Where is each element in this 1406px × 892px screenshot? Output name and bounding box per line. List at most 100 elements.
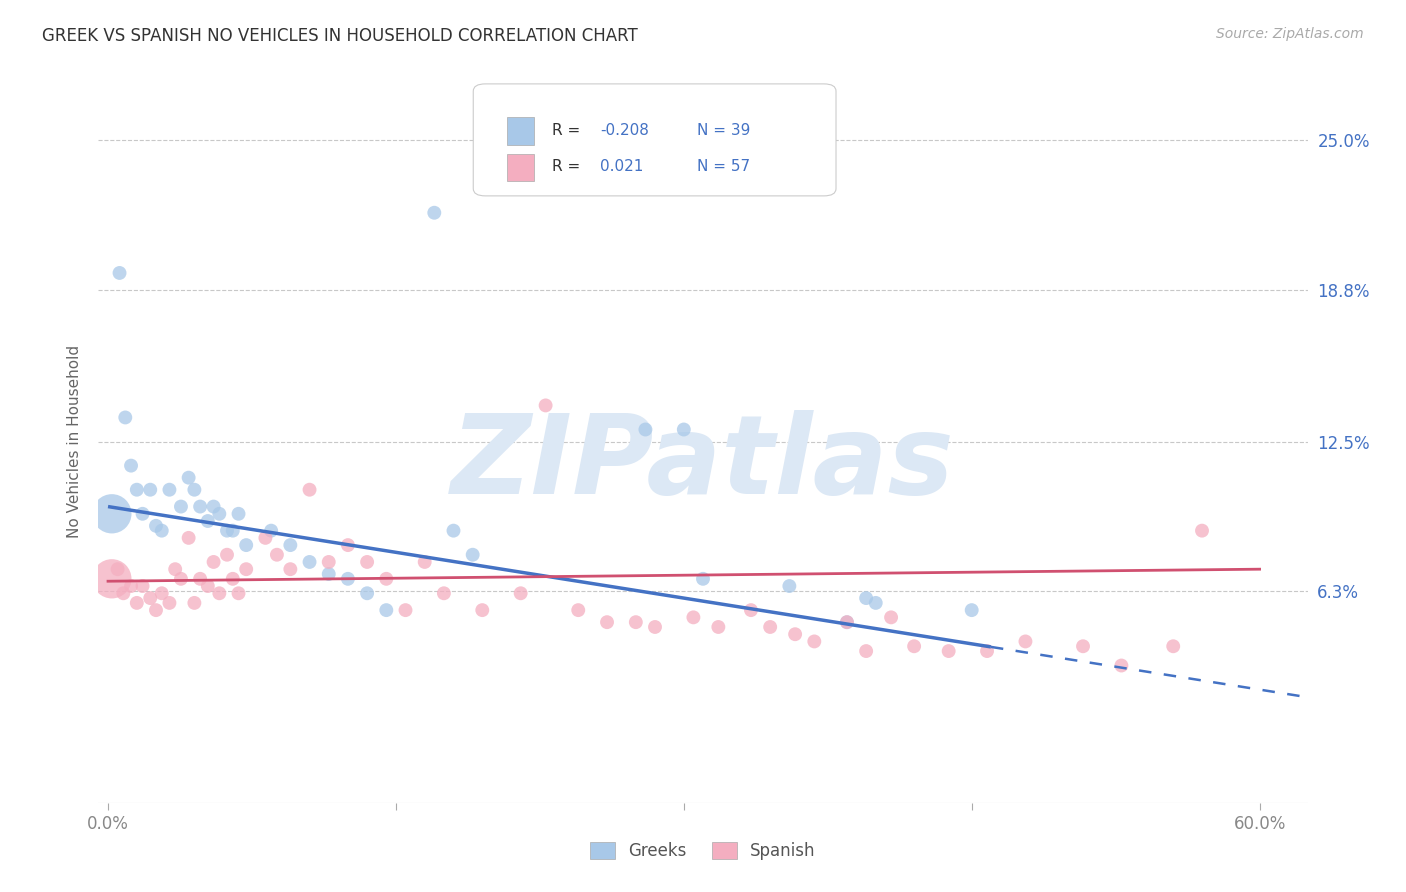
Point (413, 555, 436, 569)
Point (202, 555, 225, 569)
Text: ZIPatlas: ZIPatlas (451, 409, 955, 516)
Point (644, 620, 666, 634)
Point (114, 410, 136, 425)
Point (461, 548, 484, 562)
Point (509, 586, 531, 600)
Point (903, 639, 925, 653)
Point (423, 205, 446, 219)
Point (534, 398, 557, 412)
Point (835, 615, 858, 630)
Point (336, 538, 359, 552)
Point (976, 644, 998, 658)
Text: R =: R = (551, 160, 591, 175)
Point (298, 483, 321, 497)
Point (159, 483, 181, 497)
Point (228, 586, 250, 600)
Point (707, 620, 730, 634)
Point (356, 555, 378, 569)
Point (318, 567, 340, 582)
Point (960, 603, 983, 617)
Point (139, 591, 162, 606)
Point (740, 603, 762, 617)
Point (125, 596, 148, 610)
Point (208, 586, 231, 600)
Point (835, 615, 858, 630)
Point (120, 458, 142, 473)
Point (778, 579, 800, 593)
Point (785, 627, 807, 641)
Point (471, 603, 494, 617)
Point (159, 596, 181, 610)
Point (759, 620, 782, 634)
Text: N = 57: N = 57 (697, 160, 749, 175)
Point (394, 603, 416, 617)
Point (318, 555, 340, 569)
Point (855, 591, 877, 606)
Point (120, 579, 142, 593)
Point (1111, 658, 1133, 673)
Point (215, 524, 238, 538)
Point (938, 644, 960, 658)
Point (208, 507, 231, 521)
Text: -0.208: -0.208 (600, 123, 650, 138)
Point (280, 538, 302, 552)
Point (188, 500, 211, 514)
Point (145, 519, 167, 533)
Point (139, 483, 162, 497)
Point (235, 562, 257, 576)
Text: 0.021: 0.021 (600, 160, 644, 175)
Point (855, 644, 877, 658)
Point (865, 596, 887, 610)
Point (165, 562, 187, 576)
Point (222, 572, 245, 586)
Point (596, 615, 619, 630)
Point (356, 586, 378, 600)
Point (280, 562, 302, 576)
Point (375, 603, 398, 617)
Point (150, 586, 173, 600)
Point (112, 586, 135, 600)
Point (215, 548, 238, 562)
Y-axis label: No Vehicles in Household: No Vehicles in Household (67, 345, 83, 538)
Point (145, 603, 167, 617)
Point (101, 572, 124, 586)
Text: R =: R = (551, 123, 585, 138)
Point (197, 514, 219, 528)
Point (443, 524, 465, 538)
Point (188, 572, 211, 586)
Point (235, 538, 257, 552)
Point (692, 572, 714, 586)
Point (260, 524, 283, 538)
Point (624, 615, 647, 630)
Point (177, 531, 200, 545)
Point (1191, 524, 1213, 538)
Point (672, 423, 695, 437)
Point (170, 572, 193, 586)
Legend: Greeks, Spanish: Greeks, Spanish (583, 835, 823, 867)
Point (1071, 639, 1094, 653)
Point (1161, 639, 1184, 653)
Point (125, 483, 148, 497)
Point (336, 572, 359, 586)
Point (177, 471, 200, 485)
FancyBboxPatch shape (508, 153, 534, 181)
Point (202, 500, 225, 514)
Point (880, 610, 903, 624)
Point (170, 500, 193, 514)
Point (131, 579, 153, 593)
Text: Source: ZipAtlas.com: Source: ZipAtlas.com (1216, 27, 1364, 41)
Point (634, 423, 657, 437)
Text: GREEK VS SPANISH NO VEHICLES IN HOUSEHOLD CORRELATION CHART: GREEK VS SPANISH NO VEHICLES IN HOUSEHOL… (42, 27, 638, 45)
Point (150, 524, 173, 538)
Point (266, 548, 288, 562)
Point (254, 531, 277, 545)
Point (107, 562, 129, 576)
FancyBboxPatch shape (508, 118, 534, 145)
Point (222, 524, 245, 538)
Text: N = 39: N = 39 (697, 123, 751, 138)
Point (375, 572, 398, 586)
Point (433, 586, 456, 600)
Point (1014, 634, 1036, 648)
Point (682, 610, 704, 624)
Point (131, 507, 153, 521)
